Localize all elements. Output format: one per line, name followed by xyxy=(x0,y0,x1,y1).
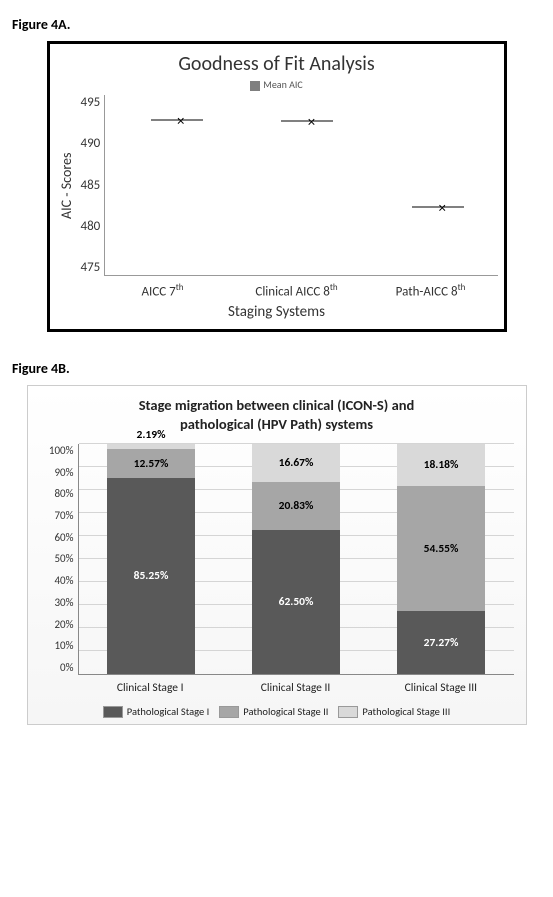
chart-a-title: Goodness of Fit Analysis xyxy=(56,52,498,76)
chart-b-xticks: Clinical Stage IClinical Stage IIClinica… xyxy=(78,681,514,695)
bar-segment: 85.25% xyxy=(107,478,195,674)
bar-segment: 16.67% xyxy=(252,444,340,482)
data-point: × xyxy=(145,121,197,122)
bar-segment: 12.57% xyxy=(107,449,195,478)
chart-b-yticks: 0%10%20%30%40%50%60%70%80%90%100% xyxy=(40,444,78,674)
x-tick: AICC 7th xyxy=(96,282,230,299)
figure-b-panel: Stage migration between clinical (ICON-S… xyxy=(27,385,527,725)
chart-a-xlabel: Staging Systems xyxy=(56,303,498,321)
x-tick: Clinical Stage II xyxy=(223,681,368,695)
bar-segment: 20.83% xyxy=(252,482,340,530)
bar-column: 62.50%20.83%16.67% xyxy=(252,444,340,674)
legend-item: Pathological Stage II xyxy=(219,705,328,718)
bar-segment: 27.27% xyxy=(397,611,485,674)
bar-segment: 62.50% xyxy=(252,530,340,674)
data-point: × xyxy=(275,122,327,123)
chart-a-xticks: AICC 7thClinical AICC 8thPath-AICC 8th xyxy=(96,282,498,299)
legend-item: Pathological Stage III xyxy=(338,705,450,718)
x-tick: Clinical Stage I xyxy=(78,681,223,695)
legend-item: Pathological Stage I xyxy=(103,705,210,718)
data-point: × xyxy=(406,207,458,208)
chart-a-ylabel: AIC - Scores xyxy=(56,95,77,276)
figure-b-label: Figure 4B. xyxy=(12,360,541,377)
chart-b-legend: Pathological Stage I Pathological Stage I… xyxy=(40,705,514,718)
bar-column: 27.27%54.55%18.18% xyxy=(397,444,485,674)
chart-a-yticks: 495 490 485 480 475 xyxy=(77,95,105,275)
x-tick: Clinical AICC 8th xyxy=(230,282,364,299)
legend-swatch xyxy=(250,81,260,91)
chart-a-legend: Mean AIC xyxy=(56,78,498,91)
chart-a-plot: × × × xyxy=(104,95,497,276)
chart-b-bars: 85.25%12.57%2.19% 62.50%20.83%16.67% 27.27… xyxy=(79,444,514,674)
figure-a-panel: Goodness of Fit Analysis Mean AIC AIC - … xyxy=(47,41,507,332)
bar-column: 85.25%12.57%2.19% xyxy=(107,444,195,674)
x-tick: Clinical Stage III xyxy=(368,681,513,695)
bar-segment: 18.18% xyxy=(397,444,485,486)
chart-b-plot: 85.25%12.57%2.19% 62.50%20.83%16.67% 27.27… xyxy=(78,444,514,675)
bar-segment: 54.55% xyxy=(397,486,485,611)
figure-a-label: Figure 4A. xyxy=(12,16,541,33)
x-tick: Path-AICC 8th xyxy=(364,282,498,299)
chart-b-title: Stage migration between clinical (ICON-S… xyxy=(40,396,514,434)
legend-text: Mean AIC xyxy=(263,78,302,91)
